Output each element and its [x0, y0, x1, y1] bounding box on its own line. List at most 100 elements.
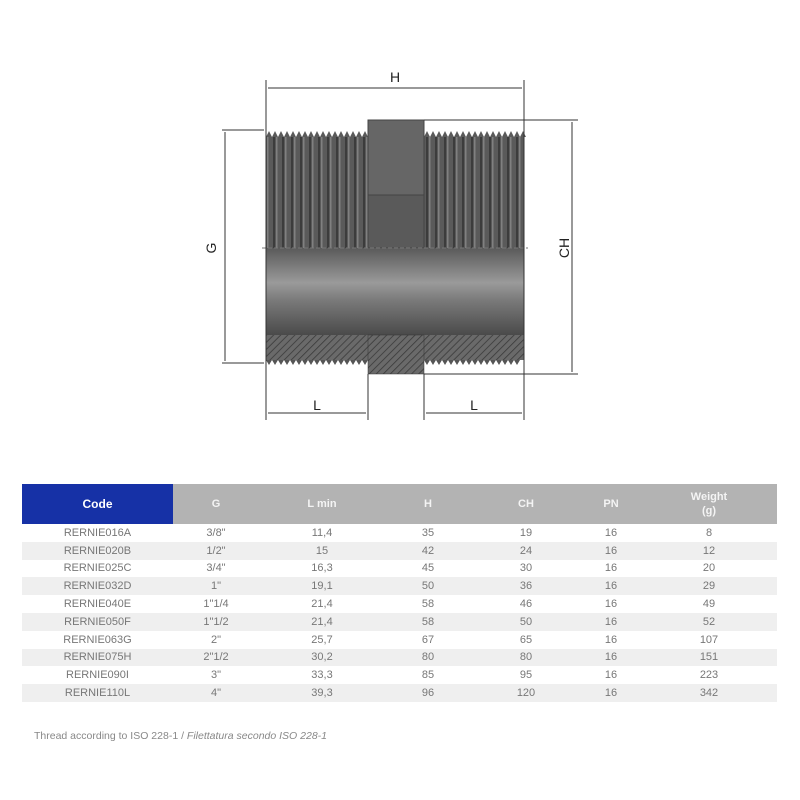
cell-weight: 29: [641, 577, 777, 596]
cell-h: 58: [385, 612, 471, 631]
table-row: RERNIE025C 3/4" 16,3 45 30 16 20: [22, 560, 777, 578]
cell-pn: 16: [581, 684, 641, 702]
cell-lmin: 39,3: [259, 684, 385, 702]
cell-ch: 50: [471, 612, 581, 631]
cell-h: 80: [385, 648, 471, 667]
cell-g: 3/8": [206, 526, 226, 539]
table-row: RERNIE063G 2" 25,7 67 65 16 107: [22, 631, 777, 649]
cell-code: RERNIE020B: [22, 541, 173, 560]
table-header-row: Code G L min H CH PN Weight (g): [22, 484, 777, 524]
cell-pn: 16: [581, 541, 641, 560]
fitting-body: [262, 119, 528, 375]
cell-h: 45: [421, 562, 435, 575]
cell-pn: 16: [604, 562, 618, 575]
cell-weight: 8: [705, 526, 713, 539]
header-code: Code: [22, 484, 173, 524]
cell-lmin: 30,2: [259, 648, 385, 667]
cell-weight: 342: [641, 684, 777, 702]
cell-weight: 223: [699, 669, 719, 682]
cell-code: RERNIE040E: [63, 598, 132, 611]
cell-g: 1"1/2: [173, 612, 259, 631]
cell-lmin: 25,7: [311, 633, 333, 646]
cell-lmin: 21,4: [311, 598, 333, 611]
cell-weight: 49: [702, 598, 716, 611]
cell-code: RERNIE032D: [22, 577, 173, 596]
cell-code: RERNIE025C: [63, 562, 132, 575]
cell-g: 2"1/2: [173, 648, 259, 667]
dimension-label-g: G: [203, 243, 219, 254]
cell-h: 35: [421, 526, 435, 539]
header-pn: PN: [581, 484, 641, 524]
nipple-fitting-diagram: H G CH L L: [203, 69, 578, 420]
cell-pn: 16: [604, 669, 618, 682]
table-row: RERNIE075H 2"1/2 30,2 80 80 16 151: [22, 648, 777, 667]
header-lmin: L min: [259, 484, 385, 524]
cell-g: 1": [173, 577, 259, 596]
cell-weight: 151: [641, 648, 777, 667]
cell-g: 2": [210, 633, 222, 646]
cell-ch: 120: [471, 684, 581, 702]
cell-code: RERNIE016A: [63, 526, 132, 539]
cell-lmin: 19,1: [259, 577, 385, 596]
note-english: Thread according to ISO 228-1 /: [34, 730, 187, 742]
cell-h: 96: [385, 684, 471, 702]
table-row: RERNIE032D 1" 19,1 50 36 16 29: [22, 577, 777, 596]
cell-pn: 16: [604, 598, 618, 611]
cell-code: RERNIE090I: [66, 669, 129, 682]
header-weight: Weight (g): [641, 484, 777, 524]
cell-h: 67: [421, 633, 435, 646]
cell-ch: 30: [519, 562, 533, 575]
cell-lmin: 11,4: [311, 526, 333, 539]
cell-weight: 107: [699, 633, 719, 646]
cell-ch: 95: [519, 669, 533, 682]
table-row: RERNIE040E 1"1/4 21,4 58 46 16 49: [22, 595, 777, 613]
table-row: RERNIE110L 4" 39,3 96 120 16 342: [22, 684, 777, 702]
header-h: H: [385, 484, 471, 524]
header-weight-unit: (g): [701, 505, 717, 517]
thread-standard-note: Thread according to ISO 228-1 / Filettat…: [34, 730, 327, 742]
dimension-label-l-right: L: [470, 397, 478, 413]
cell-ch: 24: [471, 541, 581, 560]
cell-weight: 52: [641, 612, 777, 631]
table-row: RERNIE020B 1/2" 15 42 24 16 12: [22, 541, 777, 560]
note-italian: Filettatura secondo ISO 228-1: [186, 730, 328, 742]
dimension-label-ch: CH: [556, 238, 572, 258]
cell-g: 4": [173, 684, 259, 702]
cell-ch: 80: [471, 648, 581, 667]
cell-code: RERNIE075H: [22, 648, 173, 667]
table-row: RERNIE050F 1"1/2 21,4 58 50 16 52: [22, 612, 777, 631]
cell-lmin: 33,3: [311, 669, 333, 682]
cell-h: 42: [385, 541, 471, 560]
cell-g: 1/2": [173, 541, 259, 560]
cell-pn: 16: [604, 526, 618, 539]
cell-code: RERNIE110L: [22, 684, 173, 702]
cell-pn: 16: [581, 577, 641, 596]
cell-ch: 46: [519, 598, 533, 611]
cell-g: 1"1/4: [203, 598, 229, 611]
cell-pn: 16: [581, 648, 641, 667]
cell-weight: 12: [641, 541, 777, 560]
header-ch: CH: [471, 484, 581, 524]
cell-pn: 16: [581, 612, 641, 631]
cell-weight: 20: [702, 562, 716, 575]
cell-h: 50: [385, 577, 471, 596]
cell-ch: 36: [471, 577, 581, 596]
table-row: RERNIE090I 3" 33,3 85 95 16 223: [22, 666, 777, 684]
dimension-lines: [222, 80, 578, 420]
dimension-label-l-left: L: [313, 397, 321, 413]
cell-lmin: 21,4: [259, 612, 385, 631]
cell-g: 3": [210, 669, 222, 682]
cell-ch: 19: [519, 526, 533, 539]
cell-h: 85: [421, 669, 435, 682]
cell-lmin: 16,3: [311, 562, 333, 575]
cell-h: 58: [421, 598, 435, 611]
header-g: G: [173, 484, 259, 524]
cell-ch: 65: [519, 633, 533, 646]
header-weight-line1: Weight: [690, 491, 728, 503]
cell-g: 3/4": [206, 562, 226, 575]
cell-pn: 16: [604, 633, 618, 646]
cell-lmin: 15: [259, 541, 385, 560]
dimension-label-h: H: [390, 69, 400, 85]
table-row: RERNIE016A 3/8" 11,4 35 19 16 8: [22, 524, 777, 542]
cell-code: RERNIE050F: [22, 612, 173, 631]
